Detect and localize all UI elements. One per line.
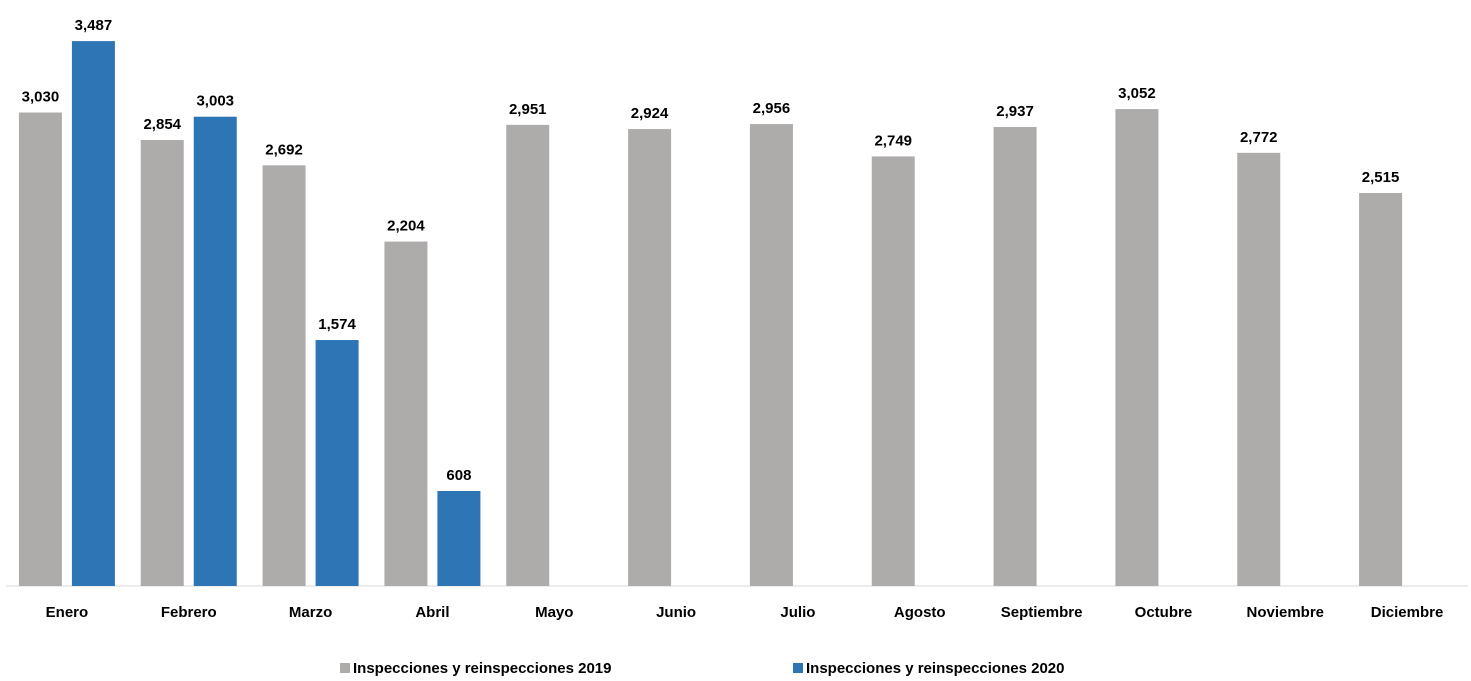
data-label: 608: [446, 467, 471, 484]
x-tick-label: Diciembre: [1371, 604, 1444, 621]
bar: [140, 140, 184, 586]
data-label: 2,951: [509, 101, 547, 118]
bar: [1237, 152, 1281, 586]
data-label: 2,854: [143, 116, 181, 133]
x-tick-label: Mayo: [535, 604, 573, 621]
legend-label: Inspecciones y reinspecciones 2019: [353, 660, 611, 677]
bar: [193, 116, 237, 586]
x-tick-label: Enero: [46, 604, 89, 621]
bar: [71, 41, 115, 586]
bar: [1359, 192, 1403, 587]
x-tick-label: Noviembre: [1246, 604, 1324, 621]
data-label: 2,749: [874, 132, 912, 149]
data-label: 2,515: [1362, 169, 1400, 186]
legend-swatch: [340, 663, 350, 673]
bar: [506, 124, 550, 587]
x-tick-label: Marzo: [289, 604, 332, 621]
x-tick-label: Julio: [780, 604, 815, 621]
bar: [871, 156, 915, 587]
bar: [1115, 109, 1159, 587]
data-label: 2,924: [631, 105, 669, 122]
data-label: 2,937: [996, 103, 1034, 120]
data-label: 2,956: [753, 100, 791, 117]
bar: [993, 127, 1037, 586]
bar: [384, 241, 428, 587]
x-tick-label: Agosto: [894, 604, 946, 621]
data-label: 2,204: [387, 218, 425, 235]
bar: [315, 340, 359, 586]
data-label: 1,574: [318, 316, 356, 333]
bar: [262, 165, 306, 586]
legend-swatch: [793, 663, 803, 673]
x-tick-label: Octubre: [1135, 604, 1193, 621]
legend-label: Inspecciones y reinspecciones 2020: [806, 660, 1064, 677]
data-label: 3,052: [1118, 85, 1156, 102]
bar: [628, 129, 672, 586]
bar: [18, 112, 62, 587]
data-label: 3,487: [75, 17, 113, 34]
x-tick-label: Febrero: [161, 604, 217, 621]
data-label: 3,030: [22, 88, 60, 105]
data-label: 2,692: [265, 141, 303, 158]
x-tick-label: Septiembre: [1001, 604, 1083, 621]
bar: [749, 124, 793, 586]
bar: [437, 490, 481, 586]
x-tick-label: Junio: [656, 604, 696, 621]
data-label: 2,772: [1240, 129, 1278, 146]
data-label: 3,003: [196, 93, 234, 110]
x-tick-label: Abril: [415, 604, 449, 621]
